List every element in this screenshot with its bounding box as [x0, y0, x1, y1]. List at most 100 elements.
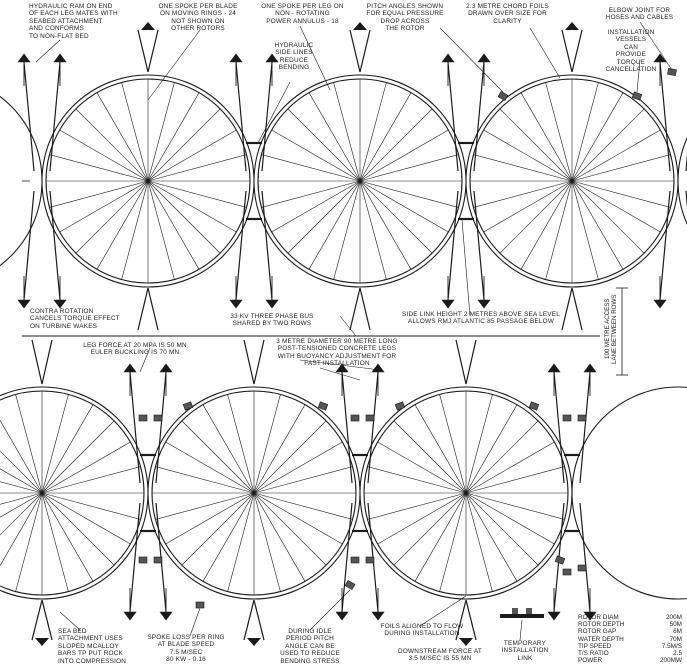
rotor-top-1-spoke: [147, 180, 237, 233]
rotor-bottom-1-spoke: [41, 492, 69, 592]
annotation-leader: [299, 359, 381, 371]
rotor-top-1-spoke: [96, 92, 149, 182]
temporary-link-foil-icon: [512, 608, 518, 614]
rotor-bottom-1-spoke: [0, 481, 43, 494]
spec-row: T/S RATIO 2.5: [578, 650, 682, 658]
rotor-top-1-spoke: [96, 180, 149, 270]
leg-strut: [359, 287, 371, 331]
note-pitch-angles: PITCH ANGLES SHOWN FOR EQUAL PRESSURE DR…: [366, 3, 444, 33]
leg-anchor-icon: [53, 53, 67, 63]
rotor-bottom-3-spoke: [414, 492, 467, 582]
rotor-bottom-3-spoke: [414, 404, 467, 494]
rotor-bottom-1-spoke: [41, 492, 94, 582]
rotor-bottom-3-spoke: [465, 420, 539, 494]
annotation-leader: [636, 59, 641, 93]
rotor-top-2-spoke: [261, 154, 361, 182]
note-contra-rotation: CONTRA ROTATION CANCELS TORQUE EFFECT ON…: [30, 308, 120, 330]
annotation-leader: [35, 39, 61, 63]
rotor-top-3-spoke: [499, 108, 573, 182]
leg-anchor-icon: [229, 53, 243, 63]
rotor-bottom-2-hub: [252, 491, 256, 495]
rotor-bottom-1-spoke: [41, 492, 141, 520]
leg-strut: [137, 29, 149, 73]
note-three-phase-bus: 33 KV THREE PHASE BUS SHARED BY TWO ROWS: [230, 313, 314, 328]
rotor-bottom-3-spoke: [377, 441, 467, 494]
rotor-top-2-spoke: [359, 180, 433, 254]
leg-strut: [261, 190, 273, 301]
rotor-top-1-spoke: [121, 82, 149, 182]
leg-strut: [243, 599, 255, 641]
leg-strut: [455, 339, 467, 385]
foil-blade: [350, 556, 360, 564]
leg-anchor-icon: [229, 299, 243, 309]
rotor-bottom-2-spoke: [253, 492, 281, 592]
foil-blade: [554, 555, 566, 565]
rotor-bottom-1-spoke: [0, 492, 43, 505]
note-elbow-joint: ELBOW JOINT FOR HOSES AND CABLES: [605, 7, 674, 22]
leg-anchor-icon: [371, 611, 385, 621]
leg-anchor-icon: [547, 363, 561, 373]
leg-strut: [341, 371, 353, 484]
rotor-bottom-2-spoke: [227, 492, 255, 592]
rotor-bottom-2-spoke: [253, 466, 353, 494]
annotation-leader: [319, 367, 361, 381]
rotor-top-2-spoke: [308, 180, 361, 270]
foil-blade: [365, 414, 375, 422]
spec-row: TIP SPEED 7.5M/S: [578, 642, 682, 650]
foil-blade: [365, 556, 375, 564]
rotor-top-1-spoke: [147, 154, 247, 182]
annotation-leader: [529, 27, 561, 79]
rotor-bottom-2-spoke: [181, 492, 255, 566]
note-installation-vessels: INSTALLATION VESSELS CAN PROVIDE TORQUE …: [605, 29, 657, 74]
rotor-top-3-spoke: [520, 92, 573, 182]
rotor-top-3-spoke: [571, 180, 645, 254]
leg-strut: [253, 599, 265, 641]
leg-strut: [129, 371, 141, 484]
rotor-bottom-1-spoke: [41, 420, 115, 494]
rotor-top-1-hub: [146, 179, 150, 183]
note-leg-force: LEG FORCE AT 20 MPA IS 50 MN EULER BUCKL…: [83, 342, 187, 357]
rotor-bottom-1-spoke: [15, 394, 43, 494]
rotor-bottom-1-spoke: [0, 492, 43, 536]
leg-anchor-icon: [583, 363, 597, 373]
rotor-top-1-spoke: [75, 108, 149, 182]
leg-strut: [49, 61, 61, 172]
foil-blade: [138, 414, 148, 422]
rotor-bottom-2-spoke: [155, 492, 255, 520]
annotation-leader: [147, 29, 201, 101]
rotor-bottom-1-spoke: [0, 419, 43, 494]
rotor-top-1-spoke: [147, 129, 237, 182]
rotor-top-2-spoke: [359, 108, 433, 182]
foil-blade: [195, 601, 205, 609]
foil-blade: [577, 564, 587, 572]
rotor-top-2-spoke: [359, 180, 387, 280]
foil-blade: [562, 414, 572, 422]
leg-anchor-icon: [17, 299, 31, 309]
leg-strut: [41, 599, 53, 641]
rotor-top-1-spoke: [121, 180, 149, 280]
temporary-link-foil-icon: [526, 608, 532, 614]
leg-strut: [253, 339, 265, 385]
leg-bottom-anchor-icon: [459, 638, 473, 646]
rotor-top-2-spoke: [271, 180, 361, 233]
leg-strut: [349, 29, 361, 73]
rotor-bottom-1-spoke: [0, 492, 43, 567]
rotor-top-1-spoke: [147, 180, 221, 254]
rotor-top-3-spoke: [571, 180, 624, 270]
rotor-bottom-2-spoke: [165, 441, 255, 494]
rotor-bottom-edge-right: [571, 386, 687, 600]
rotor-top-3-spoke: [473, 180, 573, 208]
rotor-top-3-spoke: [571, 180, 661, 233]
rotor-bottom-1-spoke: [41, 492, 115, 566]
foil-blade: [182, 401, 194, 411]
rotor-top-1-spoke: [75, 180, 149, 254]
leg-anchor-icon: [159, 363, 173, 373]
rotor-bottom-1-spoke: [41, 466, 141, 494]
leg-strut: [49, 190, 61, 301]
spec-row: POWER 200MW: [578, 657, 682, 665]
spec-row: ROTOR DIAM 200M: [578, 614, 682, 621]
foil-blade: [394, 401, 406, 411]
rotor-top-3-spoke: [571, 108, 645, 182]
foil-blade: [344, 579, 356, 591]
